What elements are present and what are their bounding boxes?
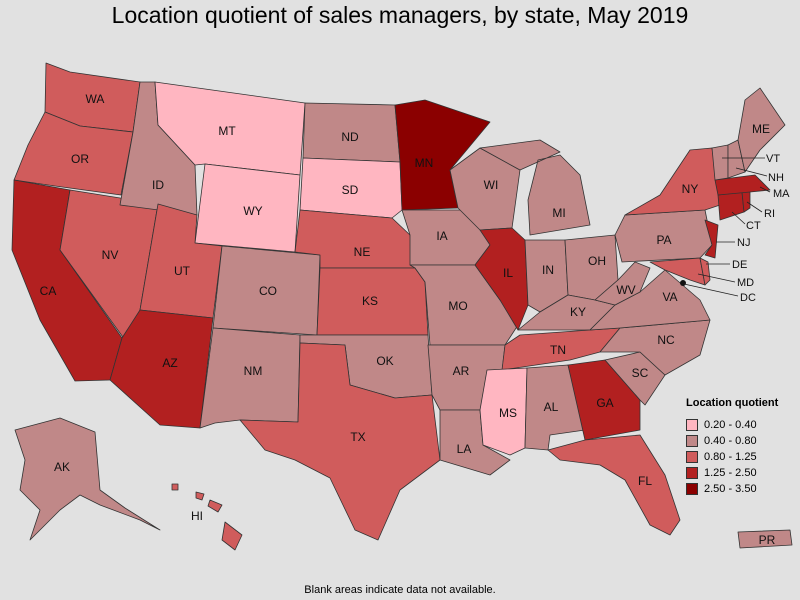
- label-az: AZ: [162, 356, 177, 370]
- state-nj[interactable]: [704, 219, 719, 259]
- label-il: IL: [503, 266, 513, 280]
- legend-swatch: [686, 467, 698, 479]
- label-wa: WA: [86, 92, 105, 106]
- state-ct[interactable]: [717, 191, 745, 221]
- state-ks[interactable]: [316, 267, 429, 336]
- state-ak[interactable]: [14, 417, 161, 541]
- label-tn: TN: [550, 343, 566, 357]
- state-tx[interactable]: [239, 342, 441, 541]
- label-ia: IA: [436, 229, 447, 243]
- label-nm: NM: [244, 364, 263, 378]
- label-sd: SD: [342, 183, 359, 197]
- label-tx: TX: [350, 430, 365, 444]
- state-de[interactable]: [699, 257, 711, 286]
- callout-lines: [683, 157, 771, 297]
- state-me[interactable]: [737, 87, 786, 173]
- label-ne: NE: [354, 245, 371, 259]
- state-md[interactable]: [649, 257, 706, 286]
- legend-swatch: [686, 435, 698, 447]
- label-ks: KS: [362, 294, 378, 308]
- label-ca: CA: [40, 284, 57, 298]
- state-hi[interactable]: [171, 483, 243, 551]
- state-az[interactable]: [109, 309, 214, 429]
- legend-label: 1.25 - 2.50: [704, 467, 757, 479]
- legend-label: 0.20 - 0.40: [704, 419, 757, 431]
- label-hi: HI: [191, 509, 203, 523]
- legend-item: 0.20 - 0.40: [686, 417, 796, 433]
- legend-swatch: [686, 451, 698, 463]
- footnote: Blank areas indicate data not available.: [304, 584, 496, 596]
- label-me: ME: [752, 122, 770, 136]
- legend-swatch: [686, 419, 698, 431]
- state-wv[interactable]: [594, 261, 651, 306]
- label-dc: DC: [740, 292, 756, 304]
- state-or[interactable]: [13, 111, 134, 196]
- label-al: AL: [544, 400, 559, 414]
- label-wy: WY: [243, 204, 262, 218]
- legend-label: 0.80 - 1.25: [704, 451, 757, 463]
- label-sc: SC: [632, 366, 649, 380]
- state-ny[interactable]: [624, 147, 721, 216]
- label-ky: KY: [570, 305, 586, 319]
- label-nj: NJ: [737, 237, 750, 249]
- label-va: VA: [662, 290, 677, 304]
- label-fl: FL: [638, 474, 652, 488]
- label-or: OR: [71, 152, 89, 166]
- label-pr: PR: [759, 533, 776, 547]
- label-ga: GA: [596, 396, 613, 410]
- legend: Location quotient 0.20 - 0.40 0.40 - 0.8…: [686, 397, 796, 497]
- legend-label: 0.40 - 0.80: [704, 435, 757, 447]
- label-mn: MN: [415, 156, 434, 170]
- state-sd[interactable]: [299, 157, 403, 219]
- label-nc: NC: [657, 333, 675, 347]
- label-ms: MS: [499, 406, 517, 420]
- state-fl[interactable]: [547, 434, 681, 536]
- label-in: IN: [542, 263, 554, 277]
- map-title: Location quotient of sales managers, by …: [111, 2, 689, 28]
- label-pa: PA: [656, 233, 671, 247]
- label-ak: AK: [54, 460, 70, 474]
- label-ri: RI: [764, 208, 775, 220]
- state-vt[interactable]: [711, 144, 729, 181]
- state-sc[interactable]: [604, 351, 666, 406]
- label-co: CO: [259, 284, 277, 298]
- legend-title: Location quotient: [686, 397, 779, 409]
- label-mi: MI: [552, 206, 565, 220]
- label-id: ID: [152, 178, 164, 192]
- legend-item: 0.80 - 1.25: [686, 449, 796, 465]
- label-de: DE: [732, 259, 747, 271]
- label-nh: NH: [768, 172, 784, 184]
- label-nd: ND: [341, 130, 359, 144]
- state-ma[interactable]: [714, 174, 771, 196]
- label-mt: MT: [218, 124, 236, 138]
- label-ny: NY: [682, 182, 699, 196]
- label-oh: OH: [588, 254, 606, 268]
- label-la: LA: [457, 442, 472, 456]
- legend-swatch: [686, 483, 698, 495]
- label-vt: VT: [766, 153, 780, 165]
- legend-item: 2.50 - 3.50: [686, 481, 796, 497]
- label-ok: OK: [376, 354, 393, 368]
- legend-item: 0.40 - 0.80: [686, 433, 796, 449]
- label-md: MD: [737, 277, 754, 289]
- legend-label: 2.50 - 3.50: [704, 483, 757, 495]
- state-pr[interactable]: [737, 529, 793, 549]
- label-ma: MA: [773, 188, 790, 200]
- state-mi[interactable]: [479, 139, 591, 236]
- label-nv: NV: [102, 248, 119, 262]
- label-wv: WV: [616, 283, 635, 297]
- state-dc[interactable]: [680, 280, 686, 286]
- label-ct: CT: [746, 220, 761, 232]
- label-ar: AR: [453, 364, 470, 378]
- label-mo: MO: [448, 299, 467, 313]
- label-ut: UT: [174, 264, 191, 278]
- legend-item: 1.25 - 2.50: [686, 465, 796, 481]
- label-wi: WI: [484, 178, 499, 192]
